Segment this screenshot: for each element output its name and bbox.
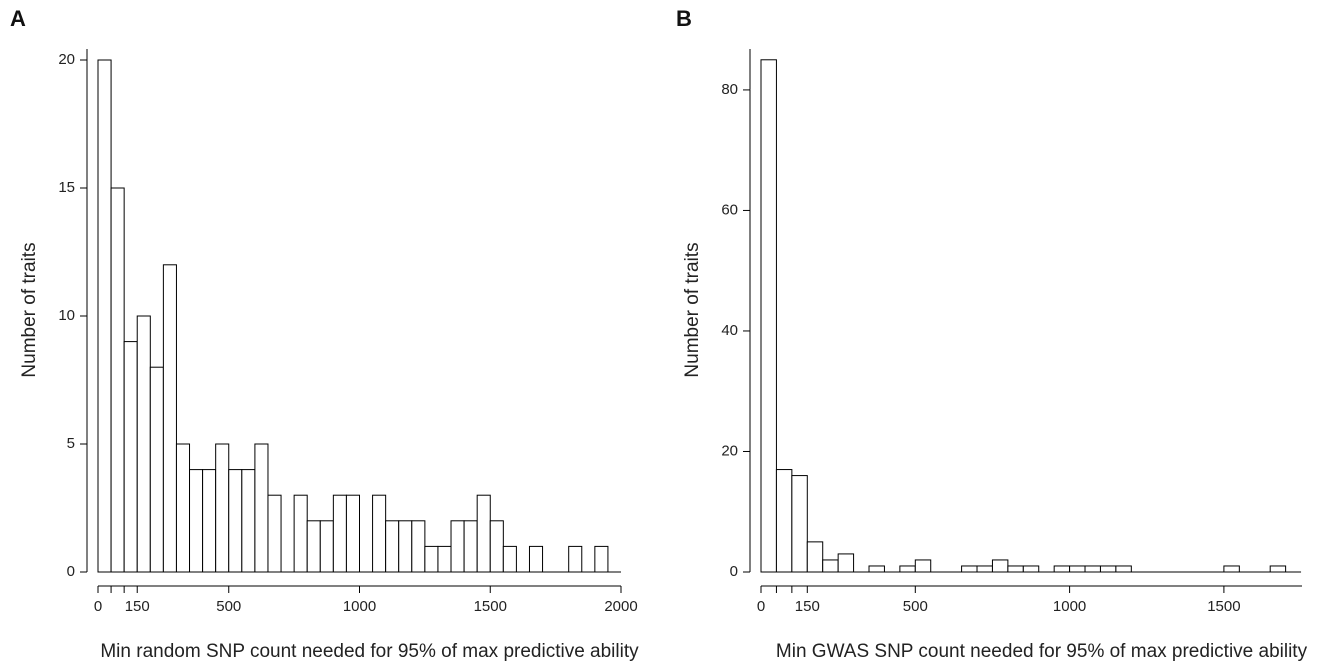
x-tick-label-a: 150 [125, 598, 150, 615]
histogram-bar-a [450, 520, 465, 573]
histogram-bar-a [476, 494, 491, 573]
histogram-bar-a [411, 520, 426, 573]
histogram-bar-a [424, 545, 439, 573]
histogram-bar-a [398, 520, 413, 573]
histogram-bar-b [837, 553, 855, 573]
histogram-bar-a [241, 469, 256, 573]
histogram-bar-b [791, 475, 808, 573]
histogram-bar-b [1069, 565, 1086, 573]
histogram-bar-a [254, 443, 269, 573]
histogram-bar-b [775, 469, 793, 573]
histogram-bar-a [97, 59, 112, 573]
histogram-bar-a [189, 469, 204, 573]
histogram-bar-a [332, 494, 347, 573]
y-tick-label-b: 20 [721, 442, 738, 459]
y-tick-label-b: 60 [721, 201, 738, 218]
x-tick-label-b: 1000 [1053, 598, 1086, 615]
histogram-bar-a [293, 494, 308, 573]
histogram-bar-a [306, 520, 321, 573]
histogram-bar-a [162, 264, 177, 573]
x-axis-title-b: Min GWAS SNP count needed for 95% of max… [776, 641, 1308, 662]
histogram-bar-b [822, 559, 839, 573]
histogram-bar-b [1223, 565, 1240, 573]
panel-b-letter: B [676, 6, 692, 31]
x-tick-label-a: 500 [216, 598, 241, 615]
y-axis-title-b: Number of traits [682, 242, 703, 377]
histogram-bar-b [1084, 565, 1101, 573]
y-tick-label-b: 40 [721, 322, 738, 339]
y-tick-label-b: 80 [721, 81, 738, 98]
histogram-bar-a [215, 443, 230, 573]
histogram-bar-a [594, 545, 609, 573]
x-axis-title-a: Min random SNP count needed for 95% of m… [100, 641, 639, 662]
histogram-bar-b [868, 565, 885, 573]
histogram-bar-a [228, 469, 243, 573]
histogram-bar-b [914, 559, 932, 573]
histogram-bar-b [1269, 565, 1287, 573]
histogram-bar-a [136, 315, 151, 573]
histogram-bar-a [385, 520, 400, 573]
x-tick-label-a: 2000 [604, 598, 637, 615]
histogram-bar-a [149, 366, 164, 573]
histogram-bar-a [463, 520, 478, 573]
histogram-bar-a [489, 520, 504, 573]
histogram-bar-b [1099, 565, 1117, 573]
histogram-bar-a [123, 341, 138, 573]
histogram-bar-a [319, 520, 334, 573]
y-tick-label-a: 0 [67, 563, 75, 580]
histogram-bar-b [991, 559, 1009, 573]
x-tick-label-a: 0 [94, 598, 102, 615]
histogram-bar-a [528, 545, 544, 573]
histogram-bar-a [437, 545, 452, 573]
histogram-bar-a [502, 545, 517, 573]
histogram-bar-b [961, 565, 978, 573]
histogram-bar-a [202, 469, 217, 573]
histogram-bar-b [976, 565, 993, 573]
histogram-bar-a [345, 494, 360, 573]
histogram-bar-b [1022, 565, 1040, 573]
y-tick-label-a: 10 [58, 307, 75, 324]
histogram-bar-a [568, 545, 583, 573]
x-tick-label-b: 1500 [1207, 598, 1240, 615]
histogram-bar-b [1115, 565, 1132, 573]
x-tick-label-b: 0 [757, 598, 765, 615]
x-tick-label-a: 1000 [343, 598, 376, 615]
x-tick-label-b: 150 [795, 598, 820, 615]
y-axis-title-a: Number of traits [19, 242, 40, 377]
y-tick-label-a: 20 [58, 51, 75, 68]
panel-a-letter: A [10, 6, 26, 31]
y-tick-label-a: 5 [67, 435, 75, 452]
x-tick-label-a: 1500 [474, 598, 507, 615]
histogram-bar-b [1007, 565, 1024, 573]
y-tick-label-b: 0 [730, 563, 738, 580]
histogram-bar-a [175, 443, 191, 573]
histogram-bar-a [267, 494, 282, 573]
histogram-bar-b [760, 59, 777, 573]
histogram-bar-b [806, 541, 824, 573]
y-tick-label-a: 15 [58, 179, 75, 196]
histogram-bar-a [372, 494, 387, 573]
histogram-bar-b [899, 565, 916, 573]
histogram-bar-b [1053, 565, 1071, 573]
histogram-bar-a [110, 187, 125, 573]
x-tick-label-b: 500 [903, 598, 928, 615]
